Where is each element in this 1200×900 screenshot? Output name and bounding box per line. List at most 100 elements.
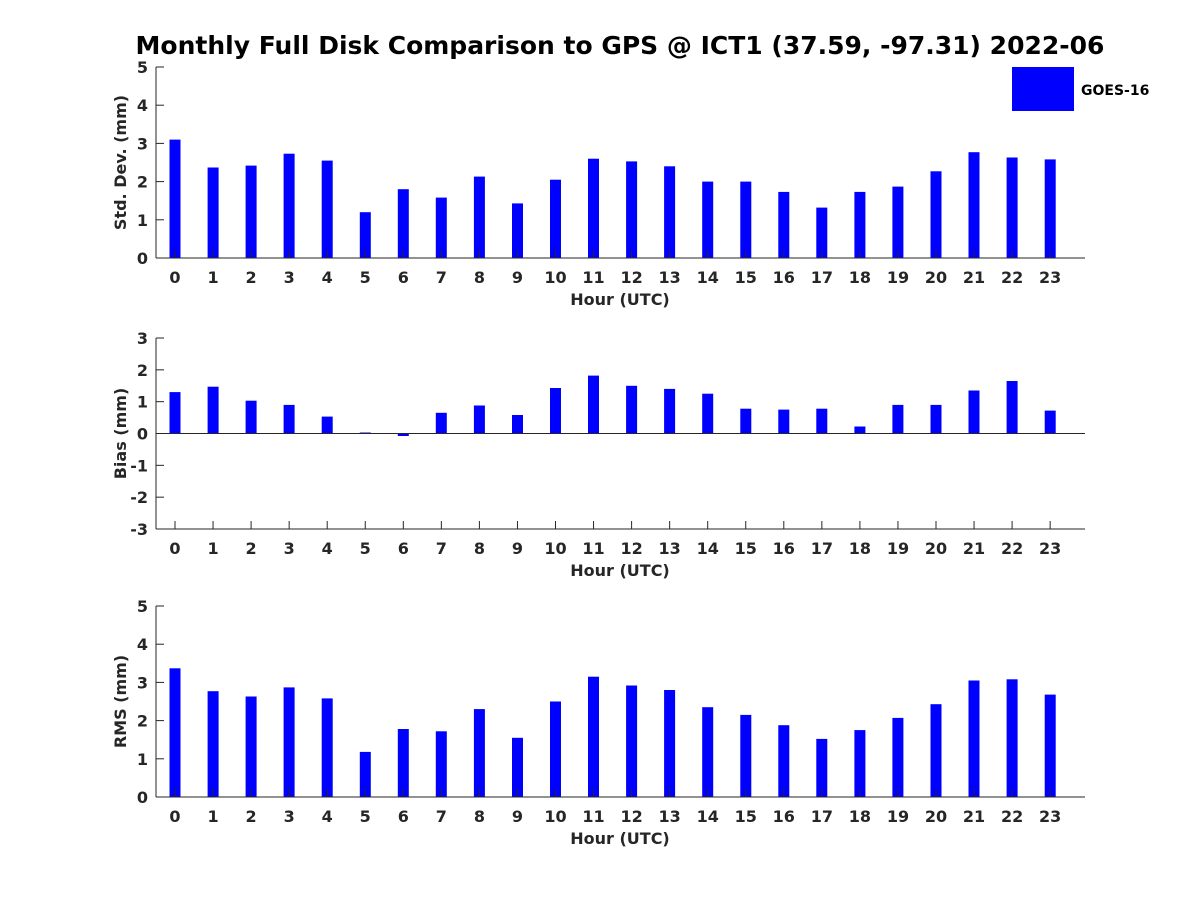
bar-p3-21 xyxy=(968,680,980,797)
bar-p3-14 xyxy=(702,707,714,797)
x-tick-label: 1 xyxy=(207,539,218,558)
bar-p3-17 xyxy=(816,738,828,797)
x-tick-label: 6 xyxy=(398,539,409,558)
bar-p1-0 xyxy=(169,139,181,258)
bar-p2-18 xyxy=(854,426,866,434)
bar-p1-6 xyxy=(397,189,409,258)
bar-p2-19 xyxy=(892,404,904,434)
bar-p3-3 xyxy=(283,687,295,797)
x-tick-label: 9 xyxy=(512,807,523,826)
y-axis-label: Std. Dev. (mm) xyxy=(111,95,130,230)
bar-p2-7 xyxy=(435,412,447,434)
bar-p2-8 xyxy=(473,405,485,434)
x-tick-label: 1 xyxy=(207,268,218,287)
x-tick-label: 0 xyxy=(169,807,180,826)
x-tick-label: 17 xyxy=(811,539,833,558)
bar-p3-19 xyxy=(892,717,904,797)
bar-p1-7 xyxy=(435,197,447,258)
bar-p2-21 xyxy=(968,390,980,434)
x-tick-label: 17 xyxy=(811,268,833,287)
y-tick-label: 4 xyxy=(137,635,148,654)
x-tick-label: 13 xyxy=(659,268,681,287)
x-tick-label: 7 xyxy=(436,807,447,826)
x-tick-label: 20 xyxy=(925,268,947,287)
x-tick-label: 18 xyxy=(849,268,871,287)
bar-p3-16 xyxy=(778,725,790,797)
x-tick-label: 20 xyxy=(925,807,947,826)
bar-p1-1 xyxy=(207,167,219,258)
bar-p1-15 xyxy=(740,181,752,258)
bar-p3-12 xyxy=(626,685,638,797)
x-tick-label: 1 xyxy=(207,807,218,826)
x-tick-label: 9 xyxy=(512,539,523,558)
bar-p3-4 xyxy=(321,698,333,797)
x-tick-label: 8 xyxy=(474,539,485,558)
x-tick-label: 4 xyxy=(322,268,333,287)
bar-p1-12 xyxy=(626,161,638,258)
x-axis-label: Hour (UTC) xyxy=(570,829,670,848)
y-tick-label: 0 xyxy=(137,425,148,444)
bar-p2-4 xyxy=(321,416,333,434)
bar-p3-20 xyxy=(930,704,942,797)
bar-p3-18 xyxy=(854,730,866,797)
x-tick-label: 3 xyxy=(284,268,295,287)
x-tick-label: 16 xyxy=(773,539,795,558)
bar-p1-5 xyxy=(359,212,371,258)
x-tick-label: 10 xyxy=(544,807,566,826)
x-tick-label: 7 xyxy=(436,268,447,287)
y-tick-label: 2 xyxy=(137,361,148,380)
bar-p2-17 xyxy=(816,408,828,434)
bar-p3-7 xyxy=(435,731,447,797)
y-tick-label: -1 xyxy=(130,456,148,475)
y-tick-label: 0 xyxy=(137,249,148,268)
bar-p2-0 xyxy=(169,392,181,434)
bar-p3-5 xyxy=(359,751,371,797)
bar-p3-15 xyxy=(740,714,752,797)
bar-p1-17 xyxy=(816,207,828,258)
x-tick-label: 10 xyxy=(544,539,566,558)
bar-p2-3 xyxy=(283,404,295,434)
bar-p3-8 xyxy=(473,709,485,797)
bar-p1-19 xyxy=(892,186,904,258)
x-tick-label: 12 xyxy=(620,268,642,287)
x-tick-label: 2 xyxy=(246,807,257,826)
bar-p2-6 xyxy=(397,433,409,436)
x-tick-label: 21 xyxy=(963,807,985,826)
x-tick-label: 12 xyxy=(620,807,642,826)
y-tick-label: 3 xyxy=(137,329,148,348)
y-tick-label: -2 xyxy=(130,488,148,507)
bar-p3-2 xyxy=(245,696,257,797)
bar-p1-14 xyxy=(702,181,714,258)
y-tick-label: -3 xyxy=(130,520,148,539)
bar-p1-9 xyxy=(512,203,523,258)
x-tick-label: 0 xyxy=(169,539,180,558)
x-tick-label: 14 xyxy=(697,539,719,558)
y-tick-label: 5 xyxy=(137,58,148,77)
y-tick-label: 4 xyxy=(137,96,148,115)
x-tick-label: 15 xyxy=(735,268,757,287)
bar-p3-13 xyxy=(664,690,676,797)
bar-p1-10 xyxy=(550,179,561,258)
bar-p1-16 xyxy=(778,191,790,258)
x-tick-label: 2 xyxy=(246,268,257,287)
x-tick-label: 20 xyxy=(925,539,947,558)
bar-p3-22 xyxy=(1006,679,1018,797)
x-tick-label: 17 xyxy=(811,807,833,826)
x-tick-label: 13 xyxy=(659,539,681,558)
bar-p1-3 xyxy=(283,153,295,258)
bar-p1-21 xyxy=(968,152,980,258)
x-tick-label: 4 xyxy=(322,807,333,826)
x-tick-label: 19 xyxy=(887,268,909,287)
y-tick-label: 1 xyxy=(137,393,148,412)
x-tick-label: 11 xyxy=(582,268,604,287)
bar-p2-23 xyxy=(1044,410,1056,434)
x-tick-label: 13 xyxy=(659,807,681,826)
x-tick-label: 12 xyxy=(620,539,642,558)
x-tick-label: 5 xyxy=(360,807,371,826)
x-tick-label: 5 xyxy=(360,539,371,558)
y-tick-label: 2 xyxy=(137,712,148,731)
x-tick-label: 19 xyxy=(887,539,909,558)
chart-title: Monthly Full Disk Comparison to GPS @ IC… xyxy=(136,31,1105,60)
